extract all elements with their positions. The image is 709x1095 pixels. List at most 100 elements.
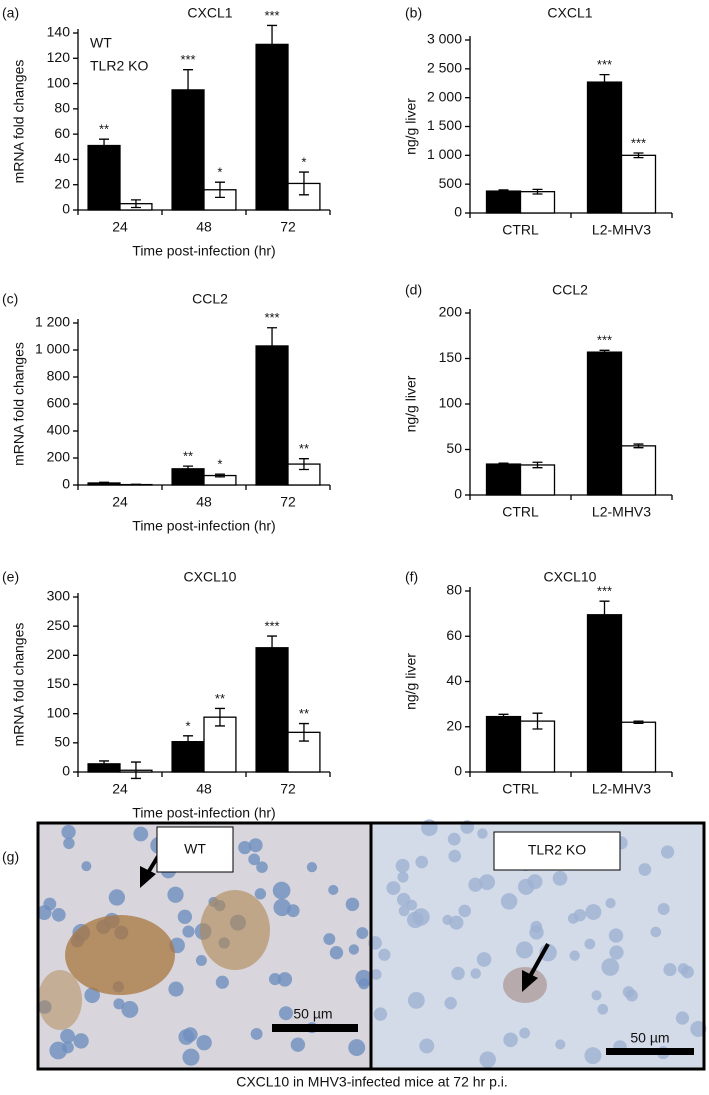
nucleus [412,908,430,926]
y-tick-label: 20 [54,175,70,191]
nucleus [370,969,382,980]
panel-label: (c) [2,291,18,307]
bar [620,445,657,496]
error-bar [214,707,225,727]
error-bar [298,171,309,196]
nucleus [348,1039,366,1057]
scale-bar [606,1048,694,1055]
y-tick-label: 2 500 [427,60,462,76]
x-axis-label: Time post-infection (hr) [132,243,275,259]
image-label: WT [184,841,206,857]
y-tick-label: 50 [446,440,462,456]
nucleus [182,1048,200,1066]
nucleus [182,925,195,938]
nucleus [348,944,359,955]
nucleus [479,1051,496,1068]
nucleus [529,925,544,940]
bar [485,190,522,214]
error-bar [599,73,610,91]
y-tick-label: 1 000 [427,146,462,162]
nucleus [517,878,535,895]
nucleus [449,915,464,930]
y-tick-label: 1 000 [35,341,70,357]
nucleus [609,945,624,960]
nucleus [121,1001,139,1018]
y-tick-label: 40 [54,150,70,166]
x-tick-label: 24 [112,494,128,510]
nucleus [398,905,410,917]
scale-label: 50 µm [630,1030,669,1046]
significance: ** [99,122,109,137]
nucleus [608,928,624,943]
nucleus [555,1039,566,1050]
nucleus [415,855,429,869]
nucleus [167,886,184,903]
nucleus [356,927,369,939]
nucleus [584,938,596,950]
chart-title: CXCL1 [187,5,232,21]
stain [65,915,175,995]
nucleus [458,904,472,918]
y-tick-label: 50 [54,734,70,750]
nucleus [177,909,193,924]
error-bar [498,713,509,720]
bar [586,351,623,496]
nucleus [476,952,492,967]
nucleus [386,881,401,896]
chart-title: CXCL10 [184,569,237,585]
y-tick-label: 60 [54,125,70,141]
nucleus [395,858,410,873]
error-bar [498,462,509,466]
chart-title: CCL2 [552,282,588,298]
bar [519,464,556,496]
error-bar [633,720,644,725]
y-tick-label: 100 [47,704,71,720]
y-axis-label: mRNA fold changes [11,60,27,184]
nucleus [447,832,461,846]
error-bar [214,181,225,199]
y-tick-label: 400 [47,422,71,438]
significance: * [217,457,222,472]
chart-title: CCL2 [192,291,228,307]
nucleus [573,909,587,922]
chart-title: CXCL1 [547,5,592,21]
nucleus [622,986,635,998]
y-tick-label: 0 [454,763,462,779]
nucleus [256,861,268,873]
nucleus [290,1037,306,1052]
nucleus [500,893,518,910]
nucleus [133,826,149,842]
significance: *** [597,584,612,599]
significance: ** [215,691,225,706]
error-bar [599,349,610,355]
significance: * [186,718,191,733]
nucleus [73,1033,89,1049]
bar [255,345,289,486]
y-axis-label: ng/g liver [403,98,419,155]
bar [255,43,289,211]
nucleus [468,877,483,892]
x-axis-label: Time post-infection (hr) [132,805,275,821]
significance: ** [183,449,193,464]
y-tick-label: 100 [439,395,463,411]
error-bar [298,722,309,742]
micrograph-panel: WT TLR2 KO 50 µm 50 µm [36,819,707,1071]
nucleus [238,840,252,855]
y-tick-label: 200 [47,646,71,662]
nucleus [451,966,465,981]
error-bar [267,327,278,365]
error-bar [183,465,194,473]
y-tick-label: 0 [62,476,70,492]
nucleus [373,1007,388,1021]
nucleus [597,1003,609,1015]
error-bar [498,189,509,193]
nucleus [448,849,462,863]
y-tick-label: 150 [47,675,71,691]
significance: *** [597,57,612,72]
nucleus [196,1035,212,1051]
arrow [526,943,550,981]
x-tick-label: 24 [112,219,128,235]
y-tick-label: 200 [439,304,463,320]
